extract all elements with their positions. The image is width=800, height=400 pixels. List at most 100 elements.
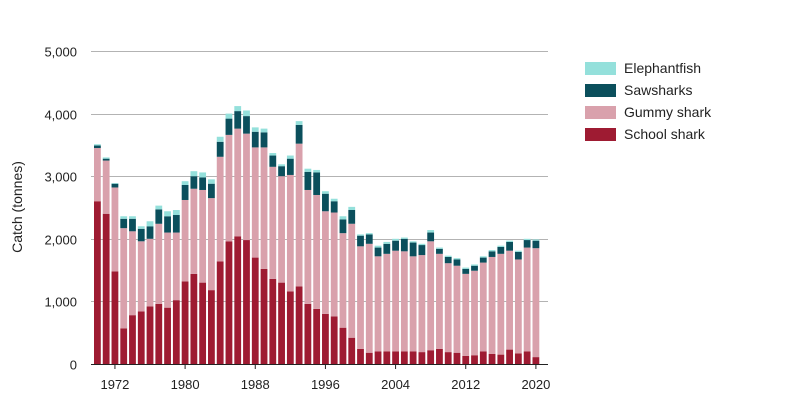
bar-segment <box>225 241 233 364</box>
bar-segment <box>111 183 119 188</box>
bar-segment <box>409 241 417 243</box>
bar-segment <box>199 172 207 178</box>
bar-segment <box>383 351 391 364</box>
bar-segment <box>304 171 312 190</box>
legend-swatch <box>585 62 616 75</box>
bar-segment <box>304 189 312 304</box>
bar-segment <box>120 228 128 329</box>
bar-segment <box>199 282 207 364</box>
bar-segment <box>102 160 110 214</box>
bar-segment <box>269 153 277 156</box>
bar-segment <box>409 256 417 352</box>
bar-segment <box>243 116 250 134</box>
bar-segment <box>260 268 268 364</box>
bar-segment <box>146 221 154 227</box>
bar-segment <box>278 164 285 167</box>
bar-segment <box>383 253 391 352</box>
bar-segment <box>523 238 531 241</box>
bar-segment <box>208 179 215 184</box>
bar-segment <box>453 352 461 364</box>
bar-segment <box>251 147 259 258</box>
bar-segment <box>400 238 408 252</box>
bar-segment <box>129 218 136 232</box>
bar-segment <box>304 168 312 172</box>
bar-segment <box>155 303 163 364</box>
bar-segment <box>436 248 443 254</box>
bar-segment <box>313 169 321 173</box>
bar-segment <box>286 155 294 159</box>
bar-segment <box>514 251 522 260</box>
bar-segment <box>418 352 426 364</box>
bar-segment <box>190 273 198 364</box>
bar-segment <box>164 216 171 233</box>
x-tick-label: 1980 <box>171 377 200 392</box>
bar-segment <box>497 245 505 247</box>
bar-segment <box>506 349 513 364</box>
bar-segment <box>190 188 198 274</box>
bar-segment <box>427 232 435 242</box>
bar-segment <box>208 183 215 199</box>
bar-segment <box>497 354 505 364</box>
bar-segment <box>339 233 347 328</box>
bar-segment <box>506 241 513 251</box>
bar-segment <box>453 258 461 260</box>
bar-segment <box>94 145 101 149</box>
bar-segment <box>400 351 408 364</box>
bar-segment <box>497 253 505 355</box>
legend-label: Sawsharks <box>624 82 692 98</box>
bar-segment <box>216 261 224 364</box>
y-tick-label: 0 <box>70 358 77 373</box>
bar-segment <box>322 211 329 314</box>
bar-segment <box>322 193 329 212</box>
x-tick-labels: 1972 1980 1988 1996 2004 2012 2020 <box>100 364 550 392</box>
bar-segment <box>199 177 207 190</box>
bar-segment <box>181 184 189 200</box>
bar-segment <box>322 313 329 364</box>
bar-segment <box>102 157 110 159</box>
bar-segment <box>374 247 382 257</box>
bar-segment <box>216 141 224 157</box>
bar-segment <box>383 243 391 254</box>
bar-segment <box>137 241 145 312</box>
bar-segment <box>488 353 496 364</box>
bar-segment <box>365 233 373 235</box>
bar-segment <box>155 223 163 304</box>
y-tick-label: 2,000 <box>44 233 77 248</box>
bar-segment <box>497 246 505 254</box>
bar-segment <box>479 256 487 258</box>
bar-segment <box>427 230 435 233</box>
bar-segment <box>330 316 338 364</box>
bar-segment <box>172 232 180 301</box>
bar-segment <box>532 240 540 249</box>
bar-segment <box>181 199 189 282</box>
bar-segment <box>330 201 338 213</box>
bar-segment <box>418 243 426 246</box>
bar-segment <box>436 247 443 249</box>
bar-segment <box>190 171 198 177</box>
y-tick-label: 5,000 <box>44 45 77 60</box>
bar-segment <box>462 273 470 356</box>
bar-segment <box>102 213 110 364</box>
bar-segment <box>392 240 399 251</box>
x-tick-label: 1988 <box>241 377 270 392</box>
bar-segment <box>111 183 119 184</box>
bar-segment <box>260 147 268 269</box>
bar-segment <box>444 263 452 353</box>
bar-segment <box>418 255 426 353</box>
bar-segment <box>208 198 215 291</box>
y-tick-label: 3,000 <box>44 170 77 185</box>
bar-segment <box>295 286 303 364</box>
bar-segment <box>462 355 470 364</box>
bar-segment <box>120 218 128 229</box>
bar-segment <box>365 243 373 353</box>
bar-segment <box>409 242 417 257</box>
bar-segment <box>400 251 408 352</box>
bar-segment <box>427 350 435 364</box>
bar-segment <box>102 158 110 161</box>
bar-segment <box>479 351 487 364</box>
bar-segment <box>146 226 154 239</box>
bar-segment <box>514 250 522 252</box>
bar-segment <box>120 328 128 364</box>
bar-segment <box>164 232 171 308</box>
